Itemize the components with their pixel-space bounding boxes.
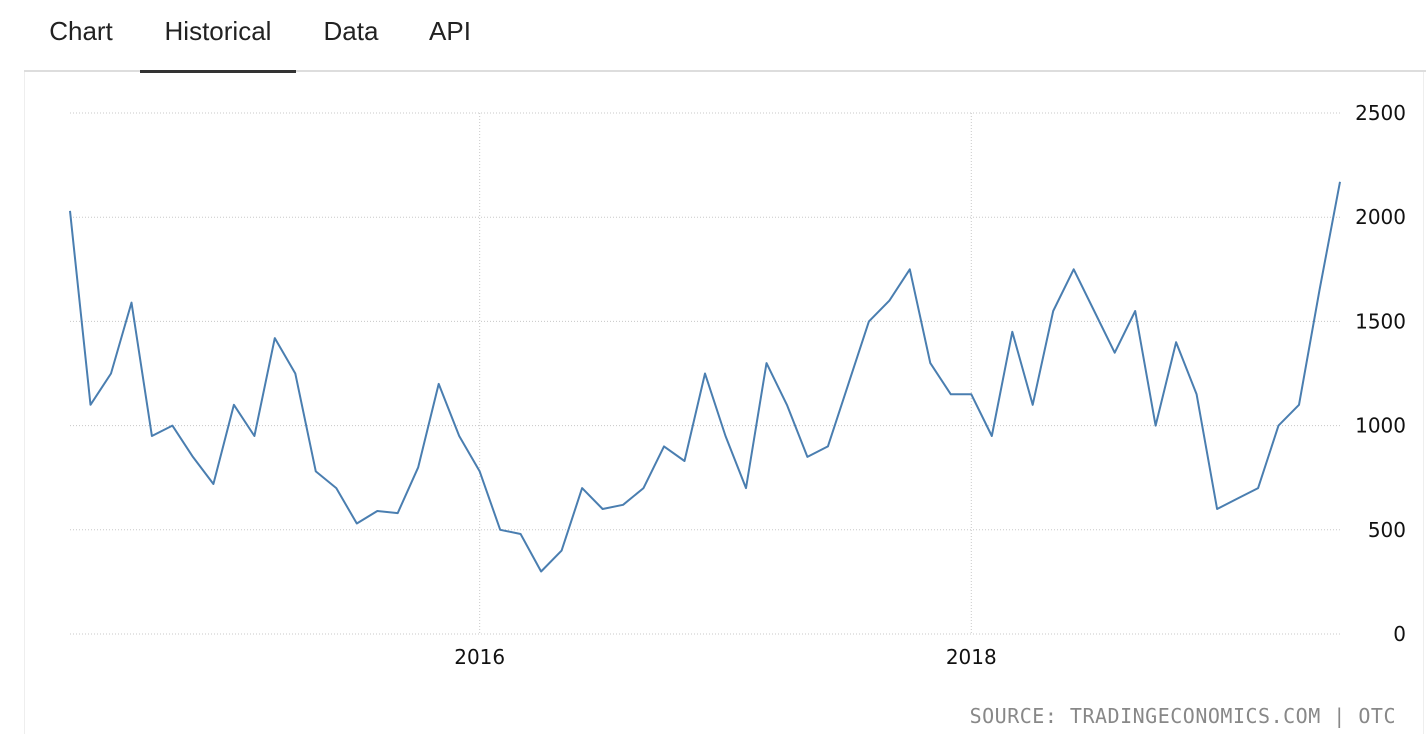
panel-left-border [24,72,25,734]
tab-data[interactable]: Data [323,16,379,46]
y-tick-label-2000: 2000 [1355,205,1406,229]
tab-chart[interactable]: Chart [49,16,113,46]
source-credit: SOURCE: TRADINGECONOMICS.COM | OTC [969,704,1396,728]
x-tick-label-2018: 2018 [946,645,997,669]
y-tick-label-1000: 1000 [1355,414,1406,438]
y-tick-label-2500: 2500 [1355,101,1406,125]
y-tick-label-0: 0 [1393,622,1406,646]
y-tick-label-1500: 1500 [1355,309,1406,333]
tab-api[interactable]: API [429,16,471,46]
tab-historical[interactable]: Historical [140,0,296,73]
x-tick-label-2016: 2016 [454,645,505,669]
y-tick-label-500: 500 [1368,518,1406,542]
panel-right-border [1423,72,1424,734]
tab-bar: Chart Historical Data API [24,0,1426,73]
series-line-0 [69,181,1341,573]
